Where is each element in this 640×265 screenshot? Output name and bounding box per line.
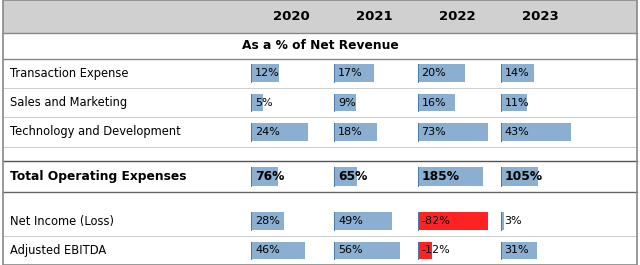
Text: 185%: 185% (422, 170, 460, 183)
Bar (417, 167, 483, 186)
Bar (500, 212, 504, 230)
Bar (417, 94, 455, 111)
Bar (334, 212, 392, 230)
Text: 3%: 3% (504, 216, 522, 226)
Text: Adjusted EBITDA: Adjusted EBITDA (10, 244, 106, 257)
Bar (252, 123, 308, 141)
Text: 2021: 2021 (356, 10, 393, 23)
Text: 46%: 46% (255, 245, 280, 255)
Text: 24%: 24% (255, 127, 280, 137)
Bar (3, 0, 637, 33)
Text: Total Operating Expenses: Total Operating Expenses (10, 170, 186, 183)
Text: 43%: 43% (504, 127, 529, 137)
Text: 12%: 12% (255, 68, 280, 78)
Text: Net Income (Loss): Net Income (Loss) (10, 215, 114, 228)
Bar (417, 212, 488, 230)
Text: Technology and Development: Technology and Development (10, 125, 180, 138)
Text: 14%: 14% (504, 68, 529, 78)
Text: -82%: -82% (422, 216, 451, 226)
Text: 18%: 18% (339, 127, 363, 137)
Text: 17%: 17% (339, 68, 363, 78)
Bar (252, 167, 278, 186)
Text: Sales and Marketing: Sales and Marketing (10, 96, 127, 109)
Bar (334, 94, 356, 111)
Text: 65%: 65% (339, 170, 367, 183)
Bar (500, 94, 527, 111)
Bar (252, 212, 284, 230)
Bar (252, 94, 263, 111)
Text: 105%: 105% (504, 170, 543, 183)
Bar (417, 242, 431, 259)
Bar (334, 64, 374, 82)
Text: 31%: 31% (504, 245, 529, 255)
Text: 20%: 20% (422, 68, 446, 78)
Bar (500, 242, 537, 259)
Text: 16%: 16% (422, 98, 446, 108)
Text: -12%: -12% (422, 245, 450, 255)
Text: 5%: 5% (255, 98, 273, 108)
Bar (500, 64, 534, 82)
Text: 56%: 56% (339, 245, 363, 255)
Bar (334, 242, 400, 259)
Text: 73%: 73% (422, 127, 446, 137)
Bar (252, 242, 305, 259)
Text: 11%: 11% (504, 98, 529, 108)
Bar (334, 123, 376, 141)
Text: 2020: 2020 (273, 10, 310, 23)
Text: 49%: 49% (339, 216, 363, 226)
Bar (500, 123, 571, 141)
Bar (334, 167, 357, 186)
Bar (417, 64, 465, 82)
Text: 9%: 9% (339, 98, 356, 108)
Text: 28%: 28% (255, 216, 280, 226)
Text: Transaction Expense: Transaction Expense (10, 67, 128, 80)
Text: 2023: 2023 (522, 10, 559, 23)
Bar (417, 123, 488, 141)
Text: 2022: 2022 (439, 10, 476, 23)
Text: 76%: 76% (255, 170, 284, 183)
Bar (252, 64, 280, 82)
Bar (500, 167, 538, 186)
Text: As a % of Net Revenue: As a % of Net Revenue (242, 39, 398, 52)
